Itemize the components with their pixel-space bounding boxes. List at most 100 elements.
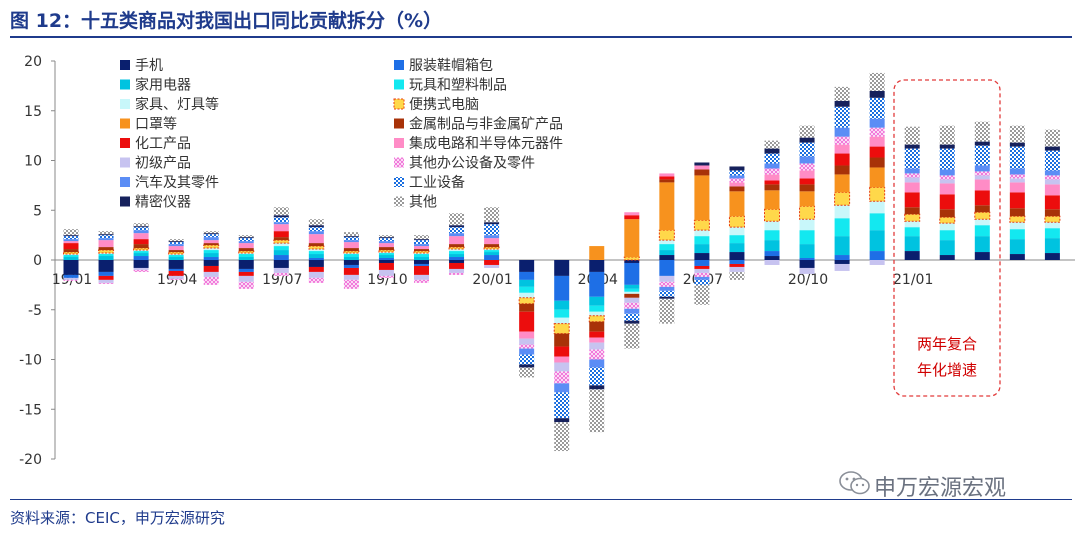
bar-segment [799,230,815,245]
bar-segment [1044,228,1060,239]
legend-label: 其他办公设备及零件 [409,155,535,172]
bar-segment [728,215,745,228]
bar-segment [659,286,675,291]
bar-segment [484,260,500,265]
bar-segment [974,165,990,172]
bar-segment [939,216,956,224]
bar-segment [974,219,990,226]
bar-segment [659,290,675,297]
bar-segment [273,243,289,247]
bar-segment [659,176,675,180]
bar-segment [589,359,605,368]
bar-segment [1009,168,1025,175]
bar-segment [449,227,465,234]
bar-segment [98,247,114,251]
bar-segment [624,219,640,258]
bar-segment [519,354,535,365]
bar-segment [413,250,430,254]
bar-segment [343,240,359,243]
bar-segment [1044,129,1060,147]
bar-segment [974,171,990,176]
bar-segment [238,241,254,244]
bar-segment [729,252,745,260]
bar-segment [1044,179,1060,185]
legend-swatch [120,99,130,109]
bar-segment [834,191,851,206]
bar-segment [414,244,429,247]
bar-segment [519,331,535,339]
bar-segment [133,260,149,268]
bar-segment [554,275,570,301]
y-tick-label: 10 [24,154,42,170]
bar-segment [624,313,640,321]
bar-segment [939,148,955,170]
bar-segment [729,260,745,264]
bar-segment [869,213,885,231]
bar-segment [554,356,570,363]
bar-segment [484,255,500,260]
bar-segment [273,239,290,244]
bar-segment [624,284,640,289]
bar-segment [449,213,465,226]
bar-segment [799,184,815,192]
bar-segment [63,251,79,255]
note-line-2: 年化增速 [917,361,977,379]
bar-segment [168,239,184,242]
bar-segment [974,225,990,237]
bar-segment [834,263,850,271]
legend-label: 手机 [135,58,163,74]
bar-segment [98,240,114,248]
bar-segment [904,213,921,222]
bar-segment [519,338,535,345]
bar-segment [343,237,359,241]
bar-segment [693,219,710,231]
bar-segment [203,253,219,258]
bar-segment [203,271,219,277]
bar-segment [764,168,780,175]
bar-segment [238,275,254,282]
bar-segment [589,342,605,350]
bar-segment [624,293,640,298]
bar-segment [974,252,990,260]
bar-segment [1044,253,1060,260]
legend-swatch [394,177,404,187]
bar-segment [764,256,780,260]
legend-label: 便携式电脑 [409,97,479,113]
bar-segment [203,257,219,260]
bar-segment [974,179,990,191]
bar-segment [904,207,920,215]
bar-segment [378,243,394,248]
legend-label: 精密仪器 [135,194,191,211]
bar-segment [63,241,79,244]
bar-segment [133,223,149,227]
bar-segment [869,186,886,202]
bar-segment [63,254,79,256]
bar-segment [939,223,955,231]
bar-segment [553,323,570,335]
bar-segment [308,219,324,226]
bar-segment [63,260,79,275]
x-tick-label: 19/04 [157,272,197,288]
bar-segment [414,253,429,255]
bar-segment [764,260,780,265]
legend-label: 汽车及其零件 [135,174,219,191]
bar-segment [764,184,780,191]
bar-segment [554,346,570,357]
bar-segment [308,245,325,250]
bar-segment [273,237,289,241]
bar-segment [799,244,815,259]
bar-segment [764,148,780,154]
bar-segment [799,142,815,157]
bar-segment [238,260,254,269]
bar-segment [519,364,535,368]
bar-segment [764,251,780,257]
bar-segment [589,321,605,332]
bar-segment [554,317,570,324]
bar-segment [308,227,324,232]
bar-segment [554,371,570,384]
bar-segment [203,234,219,238]
bar-segment [1044,222,1060,229]
bar-segment [764,240,780,252]
bar-segment [1044,175,1060,180]
bar-segment [904,177,920,183]
